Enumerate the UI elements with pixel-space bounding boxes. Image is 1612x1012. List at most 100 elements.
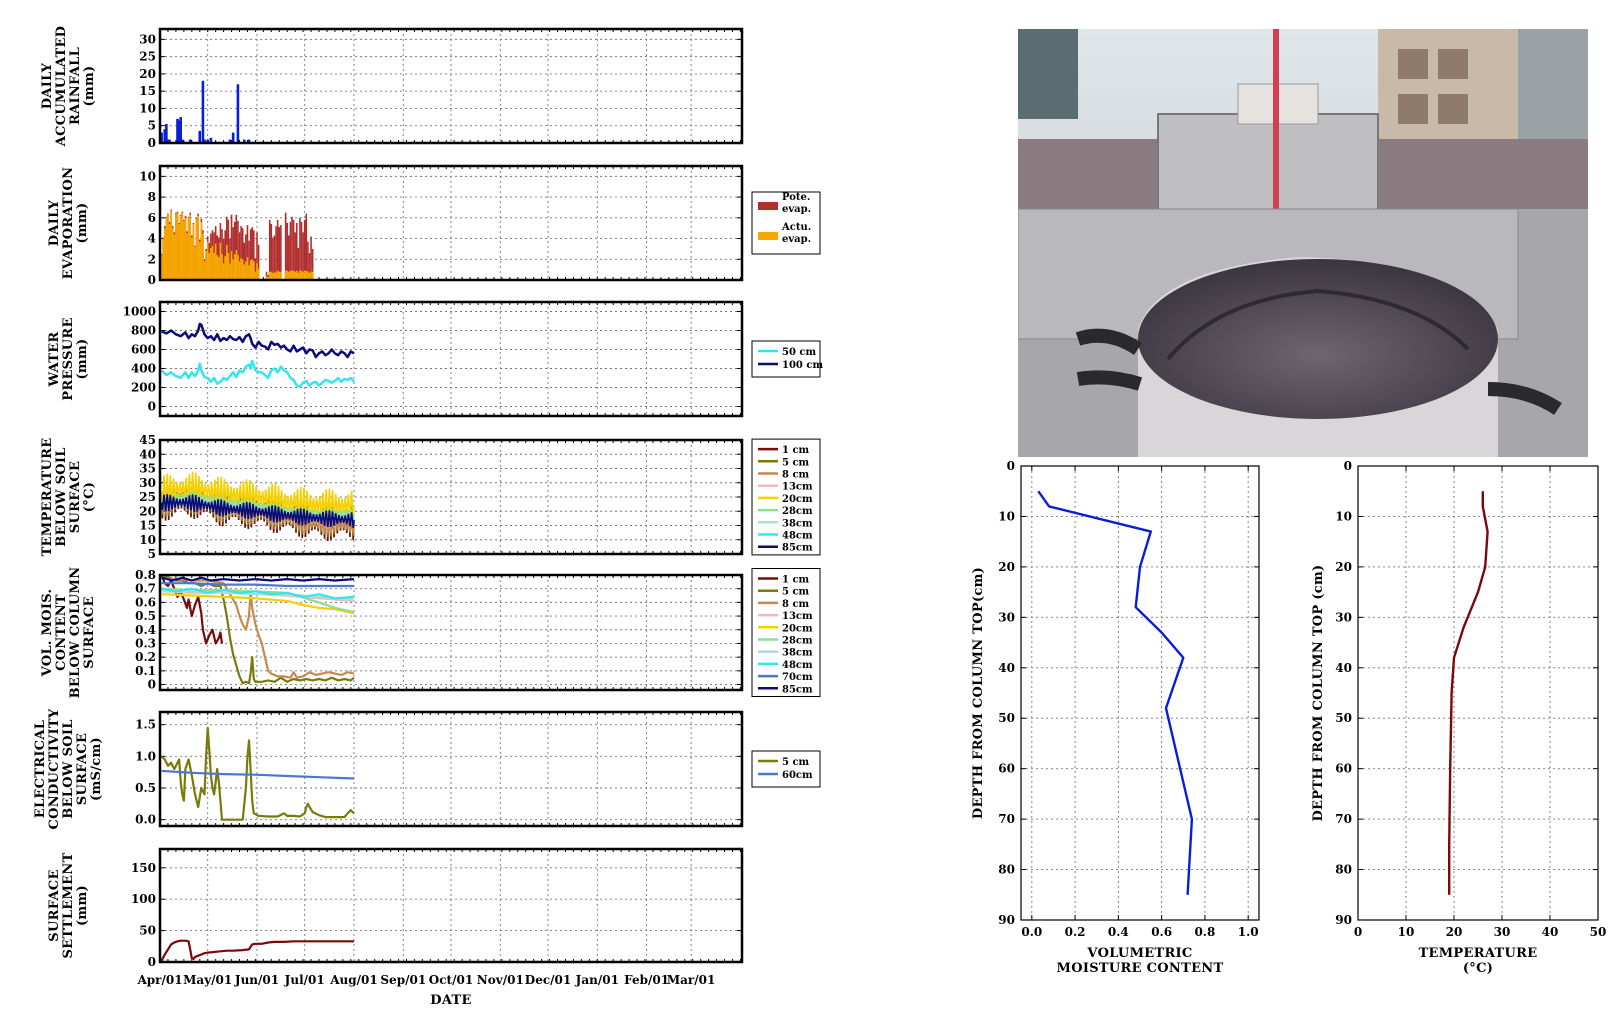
moisture_profile-ytick-label: 0: [1007, 459, 1015, 473]
evaporation-bar-actuevap: [307, 271, 309, 280]
date-tick-label: Aug/01: [329, 973, 378, 987]
settlement-ytick-label: 100: [131, 892, 156, 906]
temperature_profile-ytick-label: 50: [1335, 711, 1352, 725]
date-tick-label: Feb/01: [624, 973, 669, 987]
evaporation-bar-actuevap: [302, 271, 304, 280]
evaporation-bar-actuevap: [300, 270, 303, 280]
temperature_profile-ylabel: DEPTH FROM COLUMN TOP (cm): [1311, 564, 1326, 821]
evaporation-bar-poteevap: [303, 219, 306, 280]
temperature-legend-label: 85cm: [782, 543, 813, 554]
evaporation-bar-actuevap: [278, 271, 281, 280]
water_pressure-ylabel: WATER: [47, 331, 62, 387]
water_pressure-ytick-label: 200: [131, 381, 156, 395]
evaporation-bar-actuevap: [241, 259, 244, 280]
vol_moisture-ytick-label: 0.8: [135, 568, 156, 582]
evaporation-bar-actuevap: [240, 258, 242, 280]
evaporation-bar-poteevap: [284, 212, 287, 280]
temperature_profile-xlabel: TEMPERATURE: [1419, 946, 1538, 961]
evaporation-bar-poteevap: [232, 227, 234, 280]
settlement-frame: [158, 847, 744, 964]
evaporation-bar-poteevap: [302, 232, 304, 280]
rainfall-ylabel: (mm): [82, 65, 97, 106]
evaporation-bar-actuevap: [171, 228, 174, 280]
evaporation-bar-actuevap: [186, 233, 188, 280]
evaporation-bar-actuevap: [179, 215, 182, 280]
rainfall-bar: [201, 80, 205, 143]
rainfall-ytick-label: 0: [148, 136, 156, 150]
vol_moisture-series-1cm: [160, 574, 224, 645]
rainfall-bar: [179, 117, 182, 143]
date-axis-title: DATE: [430, 993, 471, 1008]
conductivity-series-5cm: [160, 726, 355, 821]
temperature-ytick-label: 15: [139, 519, 156, 533]
evaporation-bar-poteevap: [254, 258, 257, 280]
water_pressure-ytick-label: 600: [131, 343, 156, 357]
temperature_profile-xtick-label: 40: [1542, 925, 1559, 939]
temperature-ytick-label: 30: [139, 476, 156, 490]
water_pressure-legend-label: 50 cm: [782, 347, 816, 358]
rainfall-bar: [228, 139, 232, 143]
conductivity-ylabel: CONDUCTIVITY: [47, 708, 62, 829]
evaporation-bar-actuevap: [254, 271, 257, 280]
evaporation-bar-actuevap: [189, 214, 192, 280]
temperature-ylabel: TEMPERATURE: [40, 438, 55, 557]
evaporation-bar-actuevap: [181, 212, 184, 280]
evaporation-bar-poteevap: [291, 216, 293, 280]
conductivity-ytick-label: 0.0: [135, 813, 156, 827]
evaporation-bar-actuevap: [288, 271, 290, 280]
water_pressure-series-50cm: [160, 359, 355, 388]
water_pressure-ylabel: PRESSURE: [61, 317, 76, 400]
conductivity-ytick-label: 0.5: [135, 781, 156, 795]
vol_moisture-ytick-label: 0.5: [135, 609, 156, 623]
evaporation-ytick-label: 2: [148, 252, 156, 266]
evaporation-legend-label: Actu.: [781, 222, 811, 233]
temperature_profile-frame: [1357, 465, 1599, 921]
evaporation-bar-actuevap: [268, 271, 271, 280]
evaporation-bar-actuevap: [162, 238, 164, 280]
soil-column-photo: [1018, 29, 1588, 457]
evaporation-bar-actuevap: [168, 224, 171, 280]
temperature-ytick-label: 35: [139, 462, 156, 476]
evaporation-legend-label: Pote.: [782, 192, 810, 203]
evaporation-ylabel: DAILY: [47, 199, 62, 246]
temperature-ylabel: SURFACE: [68, 461, 83, 533]
temperature-legend-label: 38cm: [782, 518, 813, 529]
date-tick-label: May/01: [183, 973, 232, 987]
evaporation-bar-actuevap: [232, 259, 234, 280]
evaporation-bar-actuevap: [225, 244, 228, 280]
rainfall-bar: [168, 139, 171, 143]
evaporation-bar-actuevap: [173, 234, 176, 280]
rainfall-ytick-label: 30: [139, 32, 156, 46]
evaporation-bar-actuevap: [165, 217, 168, 280]
evaporation-bar-poteevap: [245, 234, 247, 280]
temperature_profile-xtick-label: 50: [1590, 925, 1607, 939]
evaporation-bar-actuevap: [292, 270, 295, 280]
rainfall-ytick-label: 10: [139, 101, 156, 115]
moisture_profile-xtick-label: 0.0: [1021, 925, 1042, 939]
evaporation-bar-actuevap: [233, 254, 236, 280]
evaporation-legend-swatch: [758, 202, 778, 210]
conductivity-legend-label: 5 cm: [782, 757, 810, 768]
evaporation-bar-poteevap: [276, 219, 279, 280]
date-tick-label: Oct/01: [429, 973, 473, 987]
settlement-ylabel: SURFACE: [47, 869, 62, 941]
date-tick-label: Jul/01: [284, 973, 325, 987]
evaporation-bar-actuevap: [237, 255, 239, 280]
evaporation-bar-actuevap: [267, 276, 269, 280]
evaporation-bar-actuevap: [246, 257, 249, 280]
evaporation-bar-actuevap: [191, 237, 193, 280]
evaporation-bar-poteevap: [286, 223, 289, 280]
moisture_profile-xlabel: VOLUMETRIC: [1086, 946, 1192, 961]
evaporation-bar-actuevap: [305, 270, 308, 280]
moisture_profile-ytick-label: 20: [998, 560, 1015, 574]
evaporation-bar-poteevap: [300, 221, 303, 280]
temperature_profile-xtick-label: 20: [1446, 925, 1463, 939]
temperature_profile-ytick-label: 40: [1335, 661, 1352, 675]
evaporation-ylabel: EVAPORATION: [61, 167, 76, 280]
evaporation-bar-actuevap: [251, 259, 254, 280]
rainfall-ytick-label: 25: [139, 50, 156, 64]
evaporation-bar-poteevap: [294, 232, 296, 280]
evaporation-bar-poteevap: [289, 221, 292, 280]
evaporation-bar-actuevap: [218, 257, 220, 280]
rainfall-bar: [206, 139, 210, 143]
